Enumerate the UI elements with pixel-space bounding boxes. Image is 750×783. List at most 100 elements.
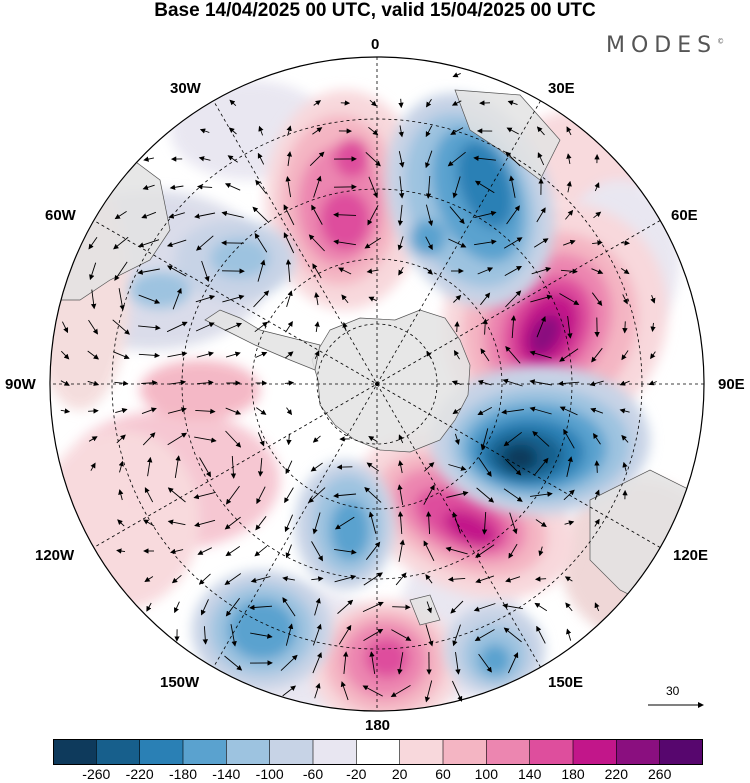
wind-vector bbox=[477, 407, 493, 416]
colorbar-swatch bbox=[659, 739, 703, 765]
wind-vector bbox=[477, 379, 492, 386]
wind-vector bbox=[563, 489, 575, 501]
wind-vector bbox=[116, 548, 126, 554]
wind-vector bbox=[450, 600, 464, 614]
wind-vector bbox=[398, 151, 405, 168]
wind-vector bbox=[398, 176, 405, 199]
wind-vector bbox=[197, 184, 213, 190]
colorbar-swatch bbox=[269, 739, 314, 765]
colorbar-swatch bbox=[399, 739, 444, 765]
wind-vector bbox=[502, 378, 523, 387]
wind-vector bbox=[593, 211, 602, 219]
colorbar-swatch bbox=[573, 739, 617, 765]
wind-vector bbox=[195, 322, 215, 332]
wind-vector bbox=[619, 408, 630, 414]
colorbar-swatch bbox=[53, 739, 97, 765]
wind-vector bbox=[509, 175, 516, 198]
wind-vector bbox=[533, 457, 549, 476]
wind-vector bbox=[143, 519, 155, 527]
wind-vector bbox=[589, 380, 604, 387]
wind-vector bbox=[594, 182, 600, 192]
wind-vector bbox=[282, 576, 295, 582]
wind-vector bbox=[503, 237, 523, 249]
wind-vector bbox=[529, 350, 552, 359]
wind-vector bbox=[257, 152, 265, 165]
wind-vector bbox=[114, 380, 129, 386]
wind-vector bbox=[194, 436, 217, 443]
wind-vector bbox=[368, 436, 378, 442]
wind-vector bbox=[505, 290, 522, 308]
colorbar-swatch bbox=[313, 739, 357, 765]
wind-vector bbox=[445, 546, 468, 555]
wind-vector bbox=[285, 321, 293, 333]
wind-vector bbox=[398, 125, 404, 138]
wind-vector bbox=[137, 268, 160, 275]
wind-vector bbox=[138, 294, 161, 304]
colorbar-tick-label: 60 bbox=[435, 766, 451, 782]
wind-vector bbox=[250, 632, 273, 639]
wind-vector bbox=[169, 184, 184, 190]
colorbar-tick-label: -220 bbox=[125, 766, 154, 782]
wind-vector bbox=[201, 260, 210, 282]
wind-vector bbox=[536, 315, 546, 338]
wind-vector bbox=[506, 205, 520, 225]
wind-vector bbox=[594, 489, 600, 500]
wind-vector bbox=[473, 155, 496, 161]
wind-vector bbox=[648, 380, 657, 386]
wind-vector bbox=[481, 511, 488, 535]
wind-vector bbox=[254, 232, 268, 253]
colorbar-tick-label: 220 bbox=[604, 766, 628, 782]
wind-vector bbox=[197, 547, 212, 555]
wind-vector bbox=[112, 319, 130, 335]
map-title: Base 14/04/2025 00 UTC, valid 15/04/2025… bbox=[154, 0, 596, 21]
wind-vector bbox=[198, 156, 211, 162]
wind-vector bbox=[225, 485, 240, 505]
wind-vector bbox=[311, 541, 323, 562]
wind-vector bbox=[334, 574, 357, 583]
wind-vector bbox=[225, 597, 240, 617]
wind-vector bbox=[138, 352, 160, 359]
wind-vector bbox=[529, 379, 552, 386]
wind-vector bbox=[425, 574, 433, 584]
wind-vector bbox=[195, 294, 216, 303]
wind-vector bbox=[143, 156, 154, 162]
wind-vector bbox=[286, 433, 292, 446]
wind-vector bbox=[252, 206, 270, 224]
wind-vector bbox=[398, 539, 405, 562]
wind-vector bbox=[312, 435, 321, 443]
wind-vector bbox=[311, 204, 323, 225]
wind-vector bbox=[559, 293, 580, 305]
wind-vector bbox=[620, 268, 630, 275]
wind-vector bbox=[195, 408, 216, 415]
wind-vector bbox=[506, 127, 519, 135]
wind-vector bbox=[529, 406, 552, 415]
wind-vector bbox=[142, 432, 156, 446]
wind-vector bbox=[368, 176, 378, 199]
wind-vector bbox=[87, 350, 100, 360]
wind-vector bbox=[397, 652, 404, 675]
wind-vector bbox=[477, 267, 494, 275]
wind-vector bbox=[334, 516, 355, 530]
wind-vector bbox=[505, 151, 521, 167]
wind-vector bbox=[60, 380, 70, 386]
wind-vector bbox=[453, 294, 462, 303]
wind-vector bbox=[88, 408, 99, 414]
wind-vector bbox=[253, 290, 270, 308]
wind-vector bbox=[312, 263, 322, 279]
wind-vector bbox=[308, 234, 325, 252]
wind-vector bbox=[566, 153, 572, 164]
wind-vector bbox=[425, 511, 432, 535]
wind-vector bbox=[395, 572, 407, 586]
wind-vector bbox=[398, 266, 404, 276]
colorbar-border bbox=[53, 739, 703, 765]
wind-vector bbox=[138, 324, 161, 331]
wind-vector bbox=[480, 292, 491, 306]
wind-vector bbox=[423, 462, 435, 472]
wind-vector bbox=[230, 455, 237, 479]
wind-vector bbox=[448, 464, 467, 471]
wind-vector bbox=[397, 511, 404, 535]
wind-vector bbox=[254, 545, 268, 557]
wind-vector bbox=[147, 456, 153, 477]
wind-vector bbox=[89, 262, 97, 281]
wind-vector bbox=[503, 431, 522, 447]
